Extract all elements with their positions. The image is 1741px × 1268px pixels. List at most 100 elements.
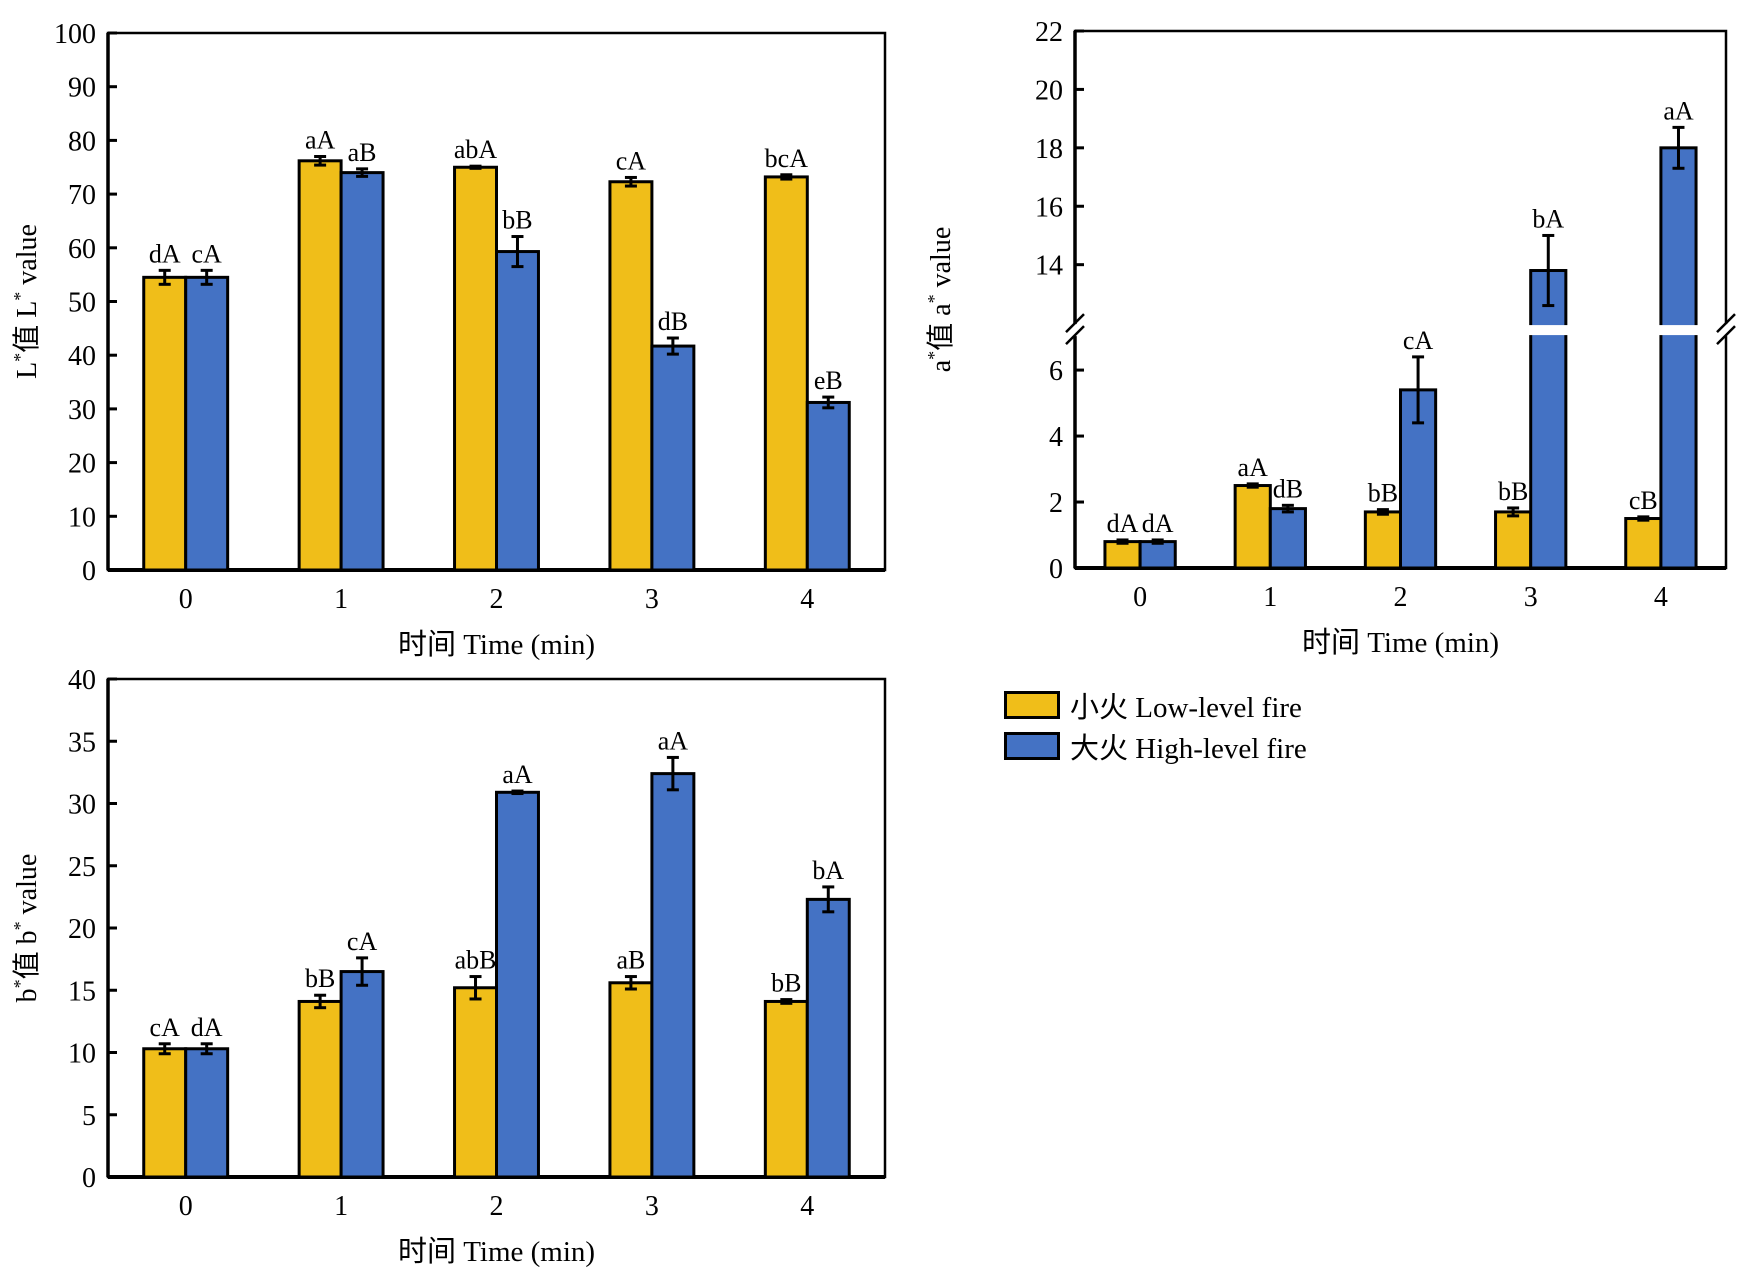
x-tick-label: 3 [1524, 582, 1538, 613]
bar-low [1233, 484, 1272, 570]
bar-high [1659, 146, 1698, 570]
bar-high [339, 171, 385, 572]
y-tick-label: 22 [1035, 17, 1063, 48]
bar-low [453, 165, 498, 572]
bar-high [650, 344, 696, 572]
y-axis-label: b*值 b* value [10, 854, 43, 1003]
x-tick-label: 1 [334, 1191, 348, 1222]
bar-low [763, 999, 809, 1179]
y-tick-label: 4 [1049, 422, 1063, 453]
bar-low [1624, 517, 1663, 570]
bar-low [1363, 510, 1402, 570]
significance-label: cB [1629, 486, 1658, 515]
significance-label: bB [1368, 479, 1398, 508]
y-tick-label: 20 [68, 914, 96, 945]
x-tick-label: 4 [800, 584, 814, 615]
x-tick-label: 3 [645, 1191, 659, 1222]
axis-break-mark [1716, 313, 1736, 333]
significance-label: bB [1498, 477, 1528, 506]
axis-break-gap [1072, 324, 1078, 337]
y-tick-label: 60 [68, 234, 96, 265]
bar-low [453, 986, 498, 1179]
significance-label: aA [658, 726, 689, 755]
axis-break-mark [1065, 313, 1085, 333]
x-axis-label: 时间 Time (min) [398, 1235, 595, 1268]
y-tick-label: 30 [68, 395, 96, 426]
bar-high [805, 400, 851, 572]
bar-high [805, 897, 851, 1179]
y-tick-label: 10 [68, 1039, 96, 1070]
x-tick-label: 0 [1133, 582, 1147, 613]
y-tick-label: 2 [1049, 488, 1063, 519]
significance-label: dB [658, 307, 688, 336]
bar-low [608, 981, 654, 1179]
legend: 小火 Low-level fire 大火 High-level fire [1004, 684, 1307, 766]
significance-label: aA [1238, 453, 1269, 482]
legend-swatch-low [1004, 690, 1060, 719]
bar-high [339, 970, 385, 1179]
significance-label: bB [305, 964, 335, 993]
y-tick-label: 70 [68, 180, 96, 211]
bar-break-gap [1658, 325, 1699, 336]
significance-label: abB [455, 946, 497, 975]
significance-label: bcA [765, 144, 809, 173]
y-axis-label: L*值 L* value [10, 224, 43, 379]
significance-label: bA [1532, 204, 1564, 233]
y-tick-label: 0 [82, 556, 96, 587]
bar-low [1494, 510, 1533, 570]
y-tick-label: 0 [82, 1163, 96, 1194]
y-tick-label: 80 [68, 126, 96, 157]
x-axis-label: 时间 Time (min) [398, 628, 595, 661]
bar-low [1103, 540, 1142, 570]
y-tick-label: 100 [54, 19, 96, 50]
x-tick-label: 0 [179, 584, 193, 615]
y-tick-label: 6 [1049, 356, 1063, 387]
y-tick-label: 40 [68, 341, 96, 372]
significance-label: aB [348, 138, 377, 167]
x-tick-label: 1 [334, 584, 348, 615]
significance-label: cA [1403, 326, 1434, 355]
bar-high [495, 250, 540, 572]
bar-low [608, 180, 654, 572]
y-tick-label: 16 [1035, 192, 1063, 223]
legend-swatch-high [1004, 731, 1060, 760]
significance-label: bB [502, 206, 532, 235]
bar-high [495, 790, 540, 1179]
x-tick-label: 2 [490, 1191, 504, 1222]
x-tick-label: 4 [1654, 582, 1668, 613]
significance-label: dA [1107, 509, 1139, 538]
significance-label: eB [814, 366, 843, 395]
y-tick-label: 90 [68, 73, 96, 104]
significance-label: cA [150, 1013, 181, 1042]
y-tick-label: 10 [68, 502, 96, 533]
axis-break-mark [1065, 325, 1085, 345]
significance-label: aA [305, 126, 336, 155]
legend-item-low: 小火 Low-level fire [1004, 684, 1307, 725]
bar-low [297, 159, 343, 572]
axis-break-mark [1716, 325, 1736, 345]
y-tick-label: 35 [68, 727, 96, 758]
legend-label-high: 大火 High-level fire [1070, 732, 1307, 765]
significance-label: cA [347, 927, 378, 956]
x-tick-label: 0 [179, 1191, 193, 1222]
bar-high [650, 772, 696, 1179]
significance-label: bA [812, 856, 844, 885]
significance-label: cA [616, 146, 647, 175]
bar-low [142, 275, 188, 572]
y-tick-label: 20 [1035, 75, 1063, 106]
chart-b: 0 5 10 15 20 25 30 35 40 0 cA dA 1 bB cA 2 abB aA 3 aB aA 4 bB… [10, 665, 887, 1268]
significance-label: dA [191, 1013, 223, 1042]
legend-item-high: 大火 High-level fire [1004, 725, 1307, 766]
significance-label: aA [1663, 96, 1694, 125]
bar-break-gap [1528, 325, 1568, 336]
y-tick-label: 20 [68, 449, 96, 480]
x-tick-label: 4 [800, 1191, 814, 1222]
significance-label: abA [454, 135, 498, 164]
bar-low [297, 999, 343, 1179]
significance-label: dA [149, 239, 181, 268]
significance-label: dA [1142, 509, 1174, 538]
x-axis-label: 时间 Time (min) [1302, 626, 1499, 659]
bar-high [1138, 540, 1177, 570]
